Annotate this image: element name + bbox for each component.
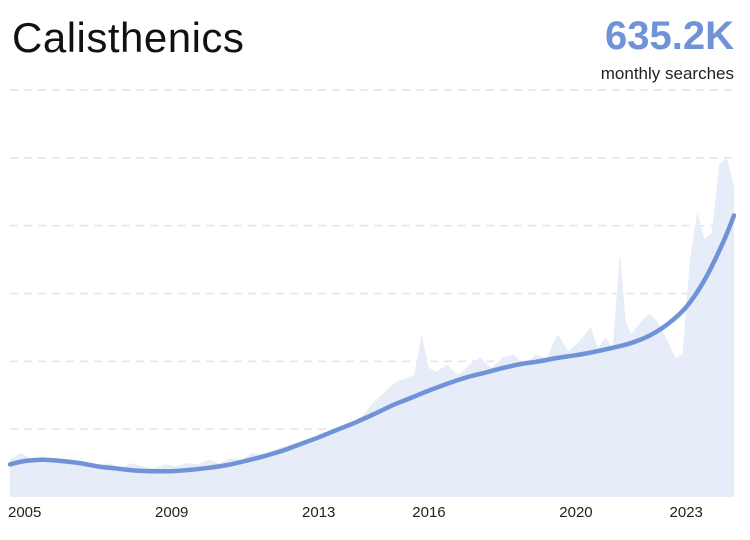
x-tick-label-2009: 2009 [155, 504, 188, 521]
metric-label: monthly searches [600, 64, 734, 83]
x-tick-label-2016: 2016 [412, 504, 445, 521]
x-tick-label-2020: 2020 [559, 504, 592, 521]
x-tick-label-2005: 2005 [8, 504, 41, 521]
monthly-search-area [10, 157, 734, 498]
trend-line [7, 213, 737, 474]
metric-value: 635.2K [605, 14, 734, 58]
chart-title: Calisthenics [12, 14, 245, 61]
area-layer [10, 157, 734, 498]
line-layer [7, 213, 737, 474]
x-axis-ticks: 2005 2009 2013 2016 2020 2023 [8, 504, 703, 521]
monthly-searches-metric: 635.2K monthly searches [601, 12, 734, 84]
x-tick-label-2023: 2023 [670, 504, 703, 521]
x-tick-label-2013: 2013 [302, 504, 335, 521]
